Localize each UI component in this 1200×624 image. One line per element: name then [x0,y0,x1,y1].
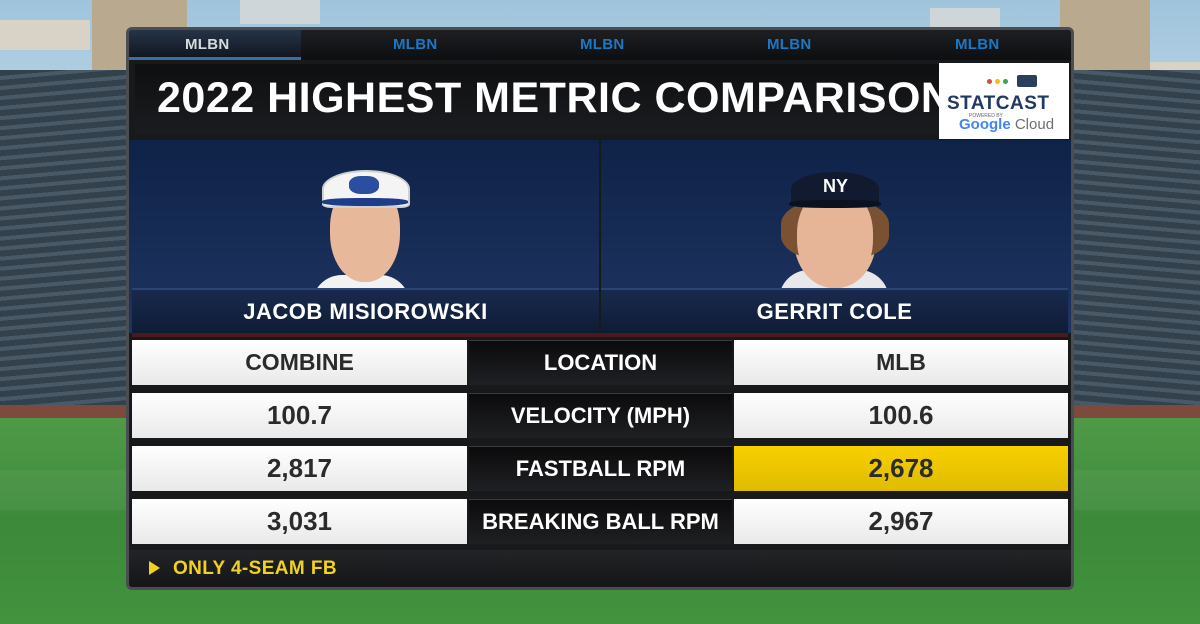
network-tab-active [129,30,301,60]
statcast-wordmark: STATCAST [947,93,1050,114]
metric-label: FASTBALL RPM [469,446,732,491]
mlb-logo-icon [1017,75,1037,87]
stadium-seats [1070,70,1200,420]
comparison-graphic: MLBN MLBN MLBN MLBN MLBN 2022 HIGHEST ME… [126,27,1074,590]
light-tower [930,8,1000,30]
metric-label: VELOCITY (MPH) [469,393,732,438]
logo-dot [987,79,992,84]
crown-logo-icon [349,176,379,194]
combine-value: 3,031 [132,499,467,544]
column-header-location: LOCATION [469,340,732,385]
player-name-right: GERRIT COLE [756,299,913,324]
graphic-title: 2022 HIGHEST METRIC COMPARISON [157,74,953,122]
cap-brim [789,200,881,208]
mlb-value: 2,967 [734,499,1068,544]
mlb-value-highlighted: 2,678 [734,446,1068,491]
player-name-left: JACOB MISIOROWSKI [243,299,488,324]
google-cloud-wordmark: Google Cloud [959,116,1054,133]
column-header-combine: COMBINE [132,340,467,385]
title-bar: 2022 HIGHEST METRIC COMPARISON [135,64,952,134]
mlb-value: 100.6 [734,393,1068,438]
footnote-bar: ONLY 4-SEAM FB [129,550,1071,587]
column-header-mlb: MLB [734,340,1068,385]
logo-dot [1003,79,1008,84]
combine-value: 100.7 [132,393,467,438]
play-arrow-icon [149,561,160,575]
statcast-sponsor-logo: STATCAST POWERED BY Google Cloud [939,63,1069,139]
network-logo: MLBN [767,36,812,53]
logo-dot [995,79,1000,84]
light-tower [240,0,320,24]
stadium-roof [0,20,90,50]
cloud-word: Cloud [1014,116,1055,133]
stadium-seats [0,70,140,420]
player-nameplate-right: GERRIT COLE [601,288,1068,333]
player-nameplate-left: JACOB MISIOROWSKI [132,288,599,333]
section-divider [132,333,1068,337]
footnote-text: ONLY 4-SEAM FB [173,558,337,579]
powered-by-text: POWERED BY [969,113,1003,119]
yankees-logo-icon: NY [823,176,849,196]
google-word: Google [959,116,1011,133]
cap-brim [322,198,408,206]
network-logo: MLBN [580,36,625,53]
combine-value: 2,817 [132,446,467,491]
network-logo: MLBN [955,36,1000,53]
network-logo: MLBN [185,36,230,53]
network-logo: MLBN [393,36,438,53]
metric-label: BREAKING BALL RPM [469,499,732,544]
